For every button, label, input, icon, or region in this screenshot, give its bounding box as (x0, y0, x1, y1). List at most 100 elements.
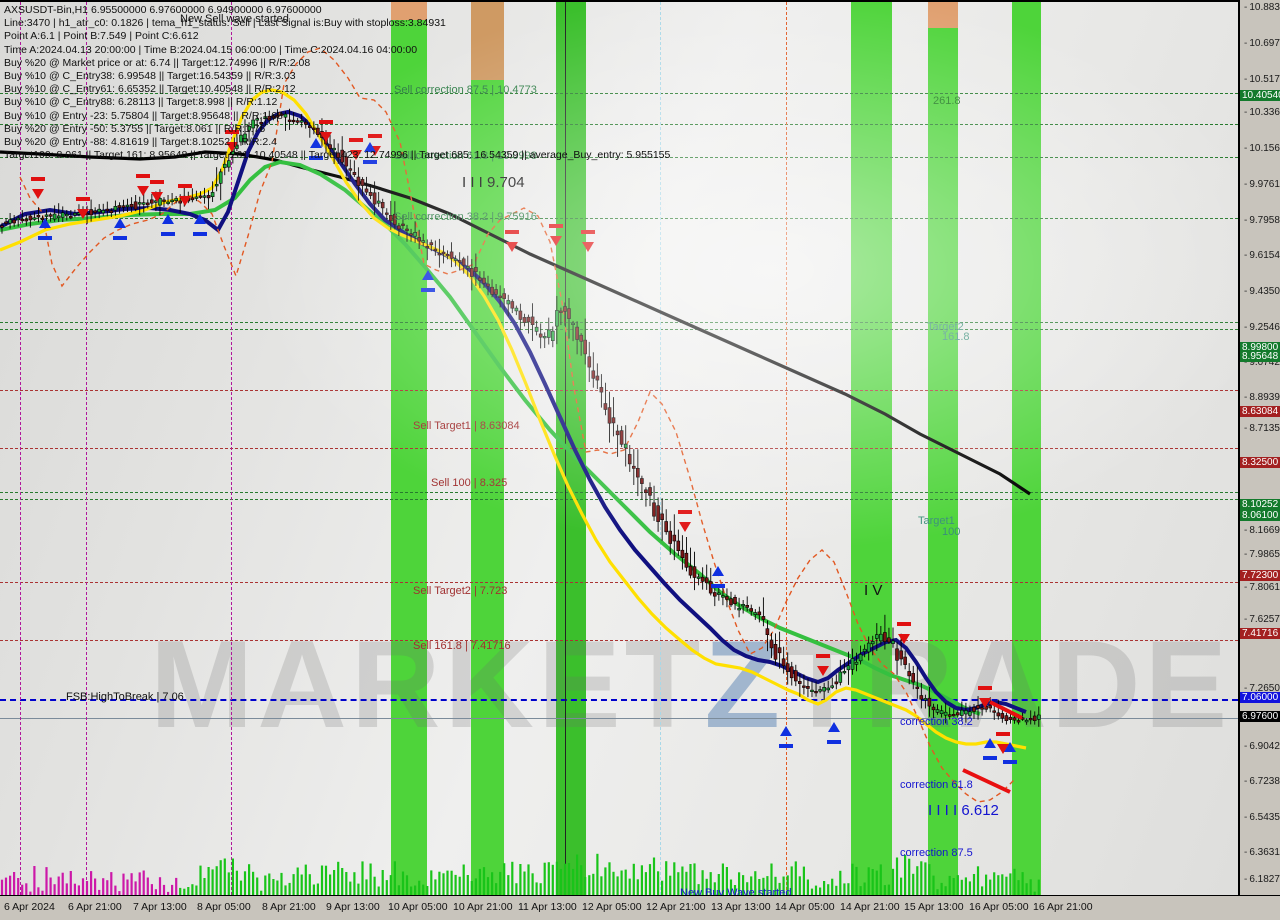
price-level-badge: 8.06100 (1240, 510, 1280, 521)
volume-bar (329, 874, 332, 895)
price-series-overlay (0, 47, 1031, 803)
candle-body (899, 650, 903, 660)
candle-body (676, 540, 681, 551)
price-tick: -9.43505 (1244, 286, 1280, 297)
candle-body (299, 120, 304, 123)
time-tick: 12 Apr 21:00 (646, 901, 706, 913)
volume-bar (742, 875, 745, 895)
candle-body (158, 198, 162, 206)
candle-body (348, 168, 353, 171)
header-line: Buy %10 @ C_Entry88: 6.28113 || Target:8… (4, 96, 278, 109)
volume-bar (199, 865, 202, 895)
candle-body (393, 213, 397, 225)
volume-bar (361, 861, 364, 895)
header-line: Buy %10 @ C_Entry61: 6.65352 || Target:1… (4, 83, 296, 96)
candle-body (923, 698, 928, 701)
candle-body (255, 118, 259, 121)
candle-body (437, 253, 442, 256)
candle-body (376, 200, 381, 204)
volume-bar (1037, 879, 1040, 895)
volume-bar (523, 871, 526, 895)
volume-bar (183, 888, 186, 895)
candle-body (793, 670, 798, 682)
volume-bar (997, 875, 1000, 895)
volume-bar (677, 872, 680, 895)
volume-bar (418, 880, 421, 895)
volume-bar (827, 884, 830, 895)
volume-bar (976, 866, 980, 895)
candle-body (510, 301, 515, 309)
candle-body (93, 210, 97, 213)
volume-bar (268, 873, 271, 895)
candle-body (534, 326, 539, 332)
annotation-sell-correction-875: Sell correction 87.5 | 10.4773 (394, 84, 537, 96)
session-band (928, 2, 958, 28)
volume-bar (819, 887, 822, 895)
volume-bar (235, 870, 238, 895)
candle-body (97, 208, 101, 213)
candle-body (482, 277, 486, 284)
volume-bar (964, 877, 967, 895)
candle-body (328, 144, 332, 149)
candle-body (830, 685, 835, 688)
volume-bar (434, 879, 437, 895)
candle-body (1008, 716, 1013, 720)
volume-bar (993, 872, 996, 895)
volume-bar (1013, 868, 1016, 895)
volume-bar (110, 872, 113, 895)
candle-body (146, 202, 150, 206)
header-line: Buy %10 @ C_Entry38: 6.99548 || Target:1… (4, 70, 296, 83)
price-level-badge: 6.97600 (1240, 711, 1280, 722)
vline-marker (86, 2, 87, 895)
candle-body (911, 673, 916, 683)
candle-body (425, 246, 430, 249)
volume-bar (146, 877, 149, 895)
chart-plot-area[interactable]: MARKETZTRADE (0, 0, 1238, 895)
vline-marker (231, 2, 232, 895)
price-tick: -7.26503 (1244, 683, 1280, 694)
candle-body (198, 195, 203, 198)
volume-bar (644, 872, 647, 895)
candle-body (223, 163, 227, 168)
candle-body (421, 240, 426, 243)
candle-body (340, 149, 345, 163)
candle-body (980, 707, 984, 710)
volume-bar (486, 877, 490, 895)
candle-body (89, 209, 93, 216)
candle-body (409, 233, 413, 236)
time-tick: 8 Apr 05:00 (197, 901, 251, 913)
volume-bar (300, 874, 303, 895)
volume-bar (960, 879, 963, 895)
candle-body (150, 199, 154, 204)
volume-bar (126, 879, 129, 895)
candle-body (931, 706, 936, 711)
time-scale[interactable]: 6 Apr 2024 6 Apr 21:00 7 Apr 13:00 8 Apr 05… (0, 895, 1280, 920)
candle-body (1028, 717, 1033, 721)
volume-bar (57, 876, 60, 895)
volume-bar (721, 863, 724, 895)
candle-body (943, 711, 948, 716)
volume-bar (422, 884, 425, 895)
header-line: Line:3470 | h1_atr_c0: 0.1826 | tema_h1_… (4, 17, 446, 30)
volume-bar (555, 861, 558, 895)
candle-body (73, 213, 77, 216)
volume-bar (592, 873, 595, 895)
volume-bar (191, 884, 194, 895)
candle-body (44, 214, 49, 217)
candle-body (251, 119, 255, 129)
volume-bar (98, 889, 101, 895)
volume-bar (333, 870, 336, 895)
price-scale[interactable]: -10.8835 -10.6977 -10.5173 -10.3369 -10.1565… (1238, 0, 1280, 910)
candle-body (52, 213, 57, 220)
volume-bar (474, 878, 477, 895)
candle-body (704, 577, 709, 584)
volume-bar (118, 891, 121, 895)
candle-body (587, 356, 592, 368)
volume-bar (248, 864, 251, 895)
volume-bar (652, 857, 656, 895)
candle-body (352, 172, 357, 176)
candle-body (769, 639, 774, 649)
candle-body (259, 122, 264, 125)
annotation-sell-1618: Sell 161.8 | 7.41716 (413, 640, 511, 652)
volume-bar (657, 871, 660, 895)
